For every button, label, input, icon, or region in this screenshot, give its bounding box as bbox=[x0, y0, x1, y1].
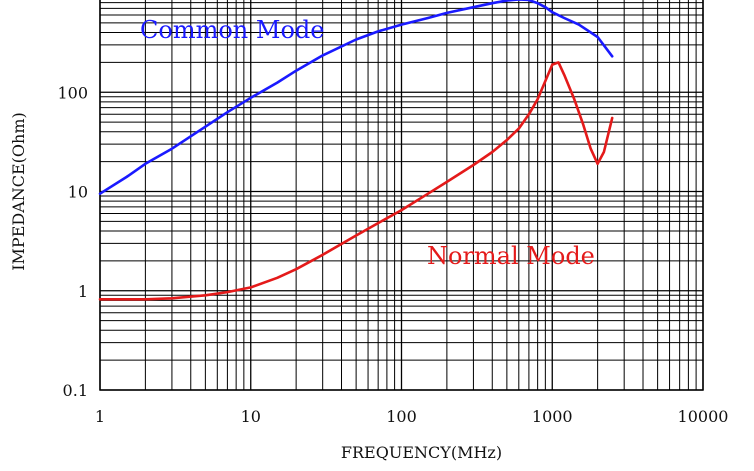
plot-frame bbox=[99, 0, 704, 391]
x-tick-label: 100 bbox=[386, 407, 417, 426]
y-tick-label: 0.1 bbox=[63, 381, 88, 400]
common-mode-label: Common Mode bbox=[140, 16, 324, 44]
y-tick-label: 10 bbox=[68, 183, 88, 202]
x-tick-label: 10 bbox=[241, 407, 261, 426]
y-tick-label: 1 bbox=[78, 282, 88, 301]
normal-mode-label: Normal Mode bbox=[427, 242, 595, 270]
x-axis-title: FREQUENCY(MHz) bbox=[341, 443, 502, 462]
chart-labels: 1 10 100 1000 10000 1000 100 10 1 0.1 FREQUENCY(MH… bbox=[9, 0, 728, 462]
series-line-normal-mode bbox=[98, 61, 614, 301]
chart-series bbox=[98, 0, 614, 301]
series-line-common-mode bbox=[98, 0, 614, 195]
chart-grid bbox=[99, 0, 704, 391]
x-tick-label: 1000 bbox=[532, 407, 573, 426]
x-tick-label: 10000 bbox=[678, 407, 729, 426]
y-tick-label: 100 bbox=[57, 83, 88, 102]
x-tick-label: 1 bbox=[95, 407, 105, 426]
y-axis-title: IMPEDANCE(Ohm) bbox=[9, 112, 28, 271]
y-tick-label: 1000 bbox=[47, 0, 88, 3]
